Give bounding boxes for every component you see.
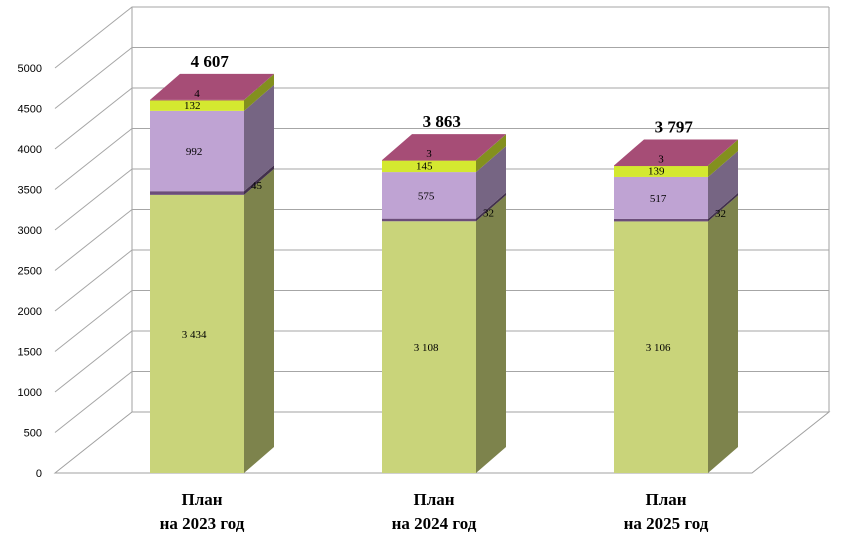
y-tick-label: 1000 [18, 387, 42, 399]
data-label: 517 [650, 193, 667, 205]
gridline [54, 330, 829, 393]
gridline [54, 128, 829, 190]
bar-segment-side [244, 168, 274, 473]
bar-segment-front [614, 221, 708, 473]
data-label: 45 [251, 180, 263, 192]
data-label: 145 [416, 160, 433, 172]
bar-segment-front [614, 176, 708, 219]
gridline [54, 87, 829, 150]
x-tick-label: на 2024 год [392, 514, 477, 533]
data-label: 132 [184, 100, 201, 112]
y-tick-label: 2000 [18, 306, 42, 318]
floor [53, 411, 831, 474]
data-label: 992 [186, 146, 203, 158]
data-label: 575 [418, 190, 435, 202]
bar-top-face [382, 134, 506, 161]
bar-segment-front [150, 194, 244, 473]
bar-segment-side [708, 139, 738, 177]
bar-segment-front [150, 191, 244, 195]
gridline [54, 6, 829, 69]
data-label: 3 106 [646, 342, 671, 354]
bar-segment-front [382, 221, 476, 473]
gridline [54, 168, 829, 231]
y-tick-label: 500 [24, 428, 42, 440]
bar-segment-side [476, 195, 506, 473]
bar-segment-side [708, 150, 738, 219]
x-tick-label: на 2023 год [160, 514, 245, 533]
bar-top-face [150, 73, 274, 100]
gridline [54, 290, 829, 352]
y-tick-label: 5000 [18, 63, 42, 75]
bar-segment-side [476, 192, 506, 222]
bar-segment-side [244, 74, 274, 111]
data-label: 139 [648, 166, 665, 178]
x-tick-label: План [645, 490, 686, 509]
bar-segment-front [614, 165, 708, 177]
total-label: 3 797 [655, 117, 694, 136]
bar-segment-side [708, 195, 738, 473]
gridline [54, 209, 829, 271]
data-label: 4 [194, 88, 200, 100]
bar-segment-side [244, 165, 274, 195]
y-axis: 0 500 1000 1500 2000 2500 3000 3500 4000 4500 5000 [18, 63, 42, 480]
gridline [54, 371, 829, 433]
bar-segment-side [476, 146, 506, 219]
data-label: 32 [715, 208, 726, 220]
y-tick-label: 3000 [18, 225, 42, 237]
bar-segment-front [382, 160, 476, 161]
bar-segment-front [150, 110, 244, 192]
bar-segment-side [708, 192, 738, 222]
bar-segment-front [150, 99, 244, 101]
bar-segment-side [708, 139, 738, 166]
bar-segment-front [150, 100, 244, 111]
x-tick-label: План [413, 490, 454, 509]
y-tick-label: 4500 [18, 104, 42, 116]
y-tick-label: 1500 [18, 347, 42, 359]
bar-segment-front [382, 218, 476, 222]
data-label: 3 108 [414, 342, 439, 354]
bar-segment-side [244, 73, 274, 101]
bar-segment-front [614, 165, 708, 167]
gridline [54, 47, 829, 109]
y-tick-label: 4000 [18, 144, 42, 156]
x-tick-label: на 2025 год [624, 514, 709, 533]
total-label: 4 607 [191, 52, 230, 71]
data-label: 32 [483, 208, 494, 220]
grid [53, 6, 831, 474]
bar-segment-front [614, 218, 708, 222]
y-tick-label: 3500 [18, 185, 42, 197]
y-tick-label: 0 [36, 468, 42, 480]
total-label: 3 863 [423, 112, 461, 131]
bar-segment-side [476, 134, 506, 161]
bar-top-face [614, 139, 738, 166]
bar-segment-side [476, 134, 506, 173]
data-label: 3 434 [182, 329, 207, 341]
bar-segment-front [382, 172, 476, 219]
bar-segment-side [244, 84, 274, 192]
data-label: 3 [658, 153, 664, 165]
bars [150, 73, 738, 473]
gridline [54, 249, 829, 312]
y-tick-label: 2500 [18, 266, 42, 278]
x-tick-label: План [181, 490, 222, 509]
bar-segment-front [382, 160, 476, 173]
data-label: 3 [426, 148, 432, 160]
